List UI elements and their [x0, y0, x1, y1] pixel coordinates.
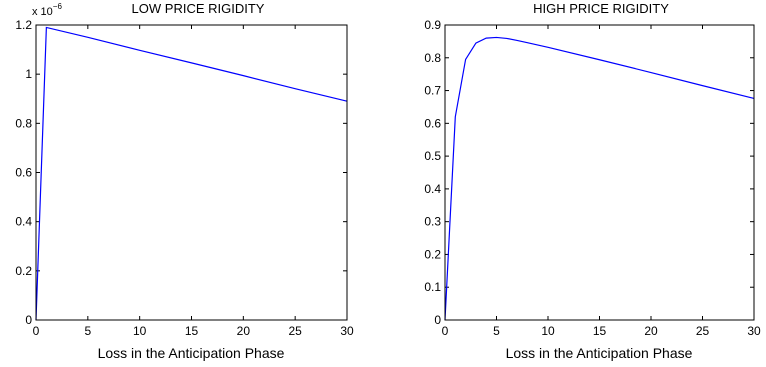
x-tick-label: 15	[593, 324, 607, 338]
y-tick-label: 0.4	[15, 215, 32, 229]
y-tick-label: 0.3	[424, 215, 441, 229]
x-tick-label: 20	[237, 324, 251, 338]
x-tick-label: 10	[541, 324, 555, 338]
x-tick-label: 15	[185, 324, 199, 338]
chart-title: HIGH PRICE RIGIDITY	[533, 1, 669, 16]
y-tick-label: 0	[434, 313, 441, 327]
y-tick-label: 0.6	[424, 116, 441, 130]
y-tick-label: 0.6	[15, 166, 32, 180]
series-line	[444, 36, 755, 321]
x-tick-label: 0	[33, 324, 40, 338]
y-multiplier-exponent: −6	[53, 2, 63, 11]
y-tick-label: 0.2	[424, 247, 441, 261]
chart-high-price-rigidity: HIGH PRICE RIGIDITY 0 5 10 15 20 25 30 0 0.1 0.2 0…	[424, 1, 761, 361]
chart-low-price-rigidity: LOW PRICE RIGIDITY x 10−6 0 5 10 15 20 25 30 0 0…	[15, 1, 354, 361]
x-tick-label: 30	[340, 324, 354, 338]
x-tick-label: 25	[288, 324, 302, 338]
plot-frame	[35, 24, 348, 321]
y-tick-label: 0.8	[424, 51, 441, 65]
y-tick-label: 1.2	[15, 18, 32, 32]
y-tick-label: 0.7	[424, 84, 441, 98]
x-axis-title: Loss in the Anticipation Phase	[98, 345, 285, 361]
y-tick-label: 0.2	[15, 264, 32, 278]
plot-frame	[444, 24, 755, 321]
y-tick-label: 1	[25, 67, 32, 81]
y-tick-label: 0.4	[424, 182, 441, 196]
y-tick-label: 0.9	[424, 18, 441, 32]
x-tick-label: 0	[442, 324, 449, 338]
y-tick-label: 0.1	[424, 280, 441, 294]
x-tick-label: 5	[493, 324, 500, 338]
x-tick-label: 30	[747, 324, 761, 338]
series-line	[35, 26, 348, 321]
x-tick-label: 25	[696, 324, 710, 338]
x-tick-label: 10	[133, 324, 147, 338]
x-tick-label: 20	[644, 324, 658, 338]
chart-title: LOW PRICE RIGIDITY	[132, 1, 265, 16]
x-axis-title: Loss in the Anticipation Phase	[506, 345, 693, 361]
x-tick-label: 5	[84, 324, 91, 338]
y-tick-label: 0.8	[15, 116, 32, 130]
y-multiplier-label: x 10−6	[32, 2, 62, 18]
y-tick-label: 0.5	[424, 149, 441, 163]
y-tick-label: 0	[25, 313, 32, 327]
